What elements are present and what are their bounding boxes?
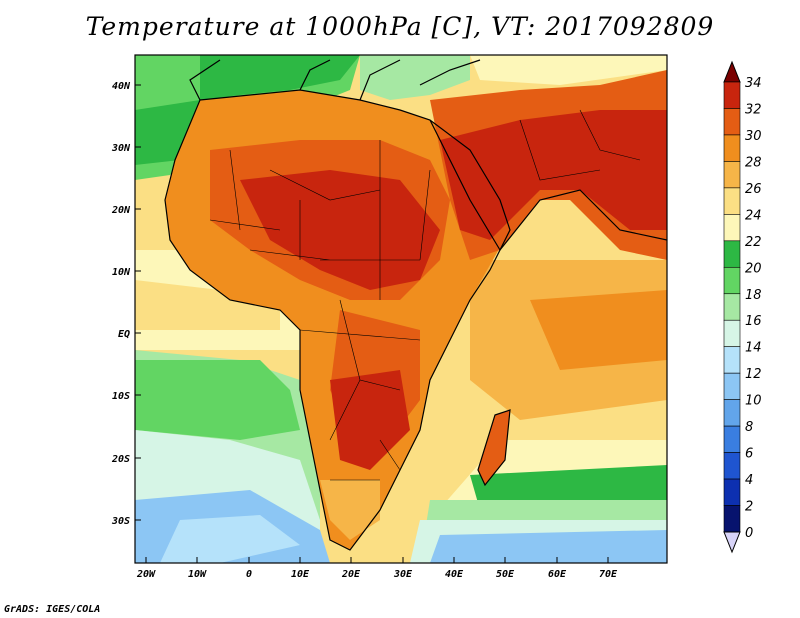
lon-label: 40E (445, 569, 464, 580)
lon-label: 20W (136, 569, 156, 580)
lon-label: 0 (246, 569, 252, 580)
colorbar-segment (723, 505, 741, 533)
map-title: Temperature at 1000hPa [C], VT: 20170928… (85, 12, 715, 41)
colorbar-label: 20 (745, 261, 762, 276)
lon-label: 30E (393, 569, 413, 580)
lat-label: EQ (118, 329, 130, 340)
lat-axis: 40N 30N 20N 10N EQ 10S 20S 30S (111, 81, 141, 527)
colorbar-label: 30 (745, 129, 762, 144)
lon-label: 10W (188, 569, 207, 580)
credit-text: GrADS: IGES/COLA (4, 604, 101, 615)
lat-label: 20S (111, 454, 130, 465)
colorbar-label: 18 (745, 288, 762, 303)
colorbar-label: 16 (745, 314, 762, 329)
lat-label: 40N (112, 81, 131, 92)
colorbar-label: 34 (745, 76, 762, 91)
lat-label: 10N (112, 267, 131, 278)
lat-label: 10S (112, 391, 130, 402)
lon-label: 10E (291, 569, 310, 580)
colorbar-label: 28 (745, 155, 762, 170)
lon-label: 20E (341, 569, 361, 580)
colorbar-top-arrow (723, 60, 741, 83)
lat-label: 30S (111, 516, 130, 527)
colorbar-segment (723, 214, 741, 242)
lon-axis: 20W 10W 0 10E 20E 30E 40E 50E 60E 70E (136, 557, 618, 580)
colorbar-label: 14 (745, 341, 762, 356)
country-borders (209, 109, 641, 481)
colorbar-label: 2 (745, 500, 753, 515)
colorbar-label: 4 (745, 473, 753, 488)
colorbar-segment (723, 399, 741, 427)
colorbar-segment (723, 134, 741, 162)
colorbar-label: 6 (745, 447, 753, 462)
lon-label: 60E (548, 569, 567, 580)
colorbar-label: 8 (745, 420, 753, 435)
colorbar-label: 12 (745, 367, 762, 382)
colorbar-segment (723, 425, 741, 453)
colorbar-segment (723, 240, 741, 268)
lat-label: 30N (111, 143, 131, 154)
colorbar-segment (723, 452, 741, 480)
colorbar-segment (723, 266, 741, 295)
lon-label: 50E (496, 569, 515, 580)
colorbar-label: 10 (745, 394, 762, 409)
plot-frame (134, 54, 668, 564)
colorbar-label: 26 (745, 182, 762, 197)
colorbar-segment (723, 161, 741, 189)
lat-label: 20N (111, 205, 131, 216)
colorbar-label: 22 (745, 235, 762, 250)
colorbar-segment (723, 319, 741, 348)
colorbar-segment (723, 346, 741, 374)
colorbar-label: 0 (745, 526, 753, 541)
colorbar-segment (723, 478, 741, 506)
colorbar-label: 32 (745, 102, 762, 117)
colorbar-segment (723, 187, 741, 215)
colorbar-bottom-arrow (723, 531, 741, 554)
colorbar-segment (723, 81, 741, 109)
madagascar (478, 410, 510, 485)
colorbar-segment (723, 293, 741, 321)
temperature-field (135, 55, 667, 563)
colorbar-segment (723, 108, 741, 136)
lon-label: 70E (599, 569, 618, 580)
colorbar-segment (723, 372, 741, 400)
colorbar-label: 24 (745, 208, 762, 223)
